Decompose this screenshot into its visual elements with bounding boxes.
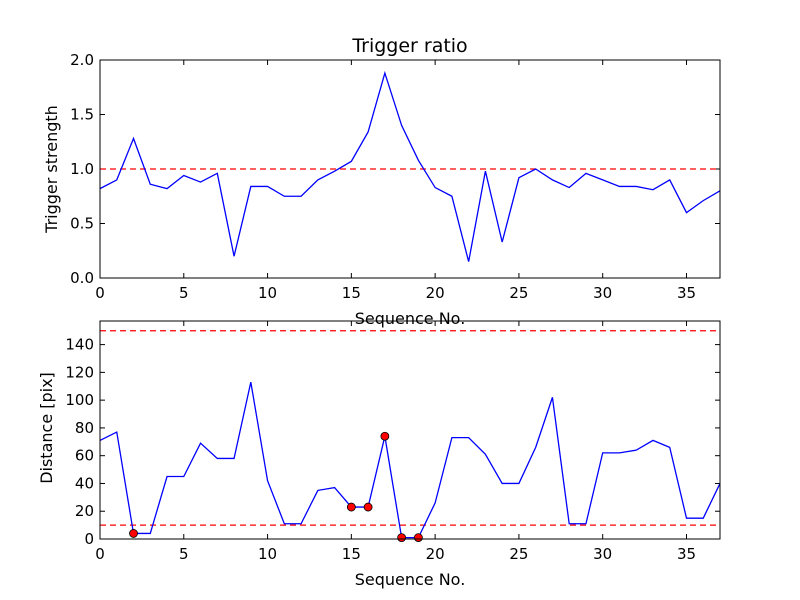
trigger-ytick-label: 1.5 (70, 106, 94, 124)
distance-chart-frame (99, 320, 721, 540)
distance-xtick-label: 0 (95, 545, 105, 563)
trigger-chart-series (99, 70, 721, 262)
trigger-xtick-label: 15 (342, 284, 361, 302)
trigger-xtick-label: 0 (95, 284, 105, 302)
distance-ytick-label: 140 (65, 336, 94, 354)
distance-xtick-label: 5 (179, 545, 189, 563)
distance-ytick-label: 120 (65, 363, 94, 381)
distance-marker-point (397, 533, 407, 543)
distance-ytick-label: 80 (75, 419, 94, 437)
distance-xtick-label: 30 (593, 545, 612, 563)
distance-series-line (99, 381, 721, 539)
trigger-ratio-chart: Trigger ratio 0 5 10 15 20 25 30 35 0.0 0.5 1.0 1.5… (42, 35, 721, 328)
distance-ytick-label: 0 (84, 530, 94, 548)
trigger-series-line (99, 70, 721, 262)
distance-ytick-label: 60 (75, 447, 94, 465)
trigger-ytick-label: 0.0 (70, 269, 94, 287)
trigger-chart-ticks: 0 5 10 15 20 25 30 35 0.0 0.5 1.0 1.5 2.0 (70, 51, 720, 302)
distance-chart-series (99, 381, 721, 539)
trigger-xtick-label: 20 (426, 284, 445, 302)
distance-marker-point (346, 502, 356, 512)
distance-ytick-label: 100 (65, 391, 94, 409)
distance-chart-markers (129, 431, 423, 543)
distance-xtick-label: 15 (342, 545, 361, 563)
distance-xtick-label: 10 (258, 545, 277, 563)
trigger-ytick-label: 2.0 (70, 51, 94, 69)
trigger-ytick-label: 0.5 (70, 215, 94, 233)
trigger-chart-ylabel: Trigger strength (42, 105, 61, 234)
trigger-xtick-label: 30 (593, 284, 612, 302)
trigger-xtick-label: 35 (677, 284, 696, 302)
distance-marker-point (129, 529, 138, 538)
distance-chart: 0 5 10 15 20 25 30 35 0 20 40 60 80 100 120 140 Sequenc… (37, 320, 721, 589)
distance-chart-xlabel: Sequence No. (355, 570, 466, 589)
trigger-xtick-label: 10 (258, 284, 277, 302)
distance-marker-point (380, 431, 390, 441)
distance-marker-point (363, 502, 373, 512)
distance-chart-ticks: 0 5 10 15 20 25 30 35 0 20 40 60 80 100 120 140 (65, 321, 720, 563)
distance-chart-reference-lines (100, 330, 720, 526)
distance-xtick-label: 25 (509, 545, 528, 563)
distance-ytick-label: 40 (75, 474, 94, 492)
trigger-xtick-label: 25 (509, 284, 528, 302)
distance-xtick-label: 20 (426, 545, 445, 563)
distance-chart-ylabel: Distance [pix] (37, 372, 56, 484)
trigger-chart-title: Trigger ratio (351, 35, 467, 57)
distance-marker-point (413, 533, 423, 543)
distance-xtick-label: 35 (677, 545, 696, 563)
distance-ytick-label: 20 (75, 502, 94, 520)
trigger-xtick-label: 5 (179, 284, 189, 302)
trigger-chart-frame (99, 59, 721, 279)
trigger-chart-xlabel: Sequence No. (355, 309, 466, 328)
trigger-ytick-label: 1.0 (70, 160, 94, 178)
